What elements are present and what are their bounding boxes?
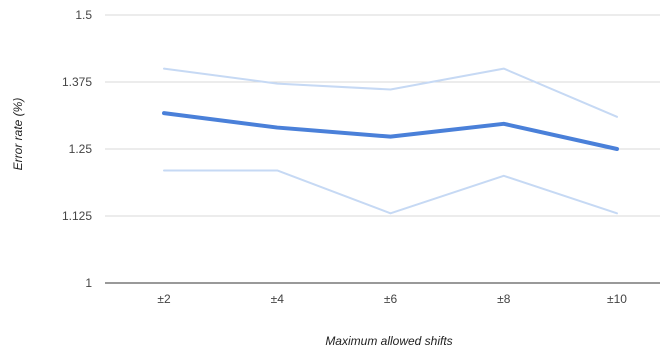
y-axis-title: Error rate (%) bbox=[11, 98, 25, 171]
gridlines bbox=[105, 14, 660, 284]
x-tick-label: ±8 bbox=[497, 292, 511, 306]
y-tick-label: 1.25 bbox=[69, 142, 93, 156]
x-tick-label: ±2 bbox=[157, 292, 171, 306]
series-lines bbox=[162, 67, 619, 215]
x-tick-label: ±6 bbox=[384, 292, 398, 306]
y-tick-labels: 1 1.125 1.25 1.375 1.5 bbox=[62, 8, 92, 290]
y-tick-label: 1.5 bbox=[75, 8, 92, 22]
y-tick-label: 1.125 bbox=[62, 209, 92, 223]
y-tick-label: 1 bbox=[85, 276, 92, 290]
x-axis-title: Maximum allowed shifts bbox=[325, 334, 452, 348]
x-tick-label: ±10 bbox=[607, 292, 627, 306]
series-line-upper-bound bbox=[163, 67, 618, 118]
x-tick-labels: ±2 ±4 ±6 ±8 ±10 bbox=[157, 292, 627, 306]
y-tick-label: 1.375 bbox=[62, 75, 92, 89]
series-line-mean bbox=[162, 111, 619, 151]
x-tick-label: ±4 bbox=[271, 292, 285, 306]
series-line-lower-bound bbox=[163, 169, 618, 215]
